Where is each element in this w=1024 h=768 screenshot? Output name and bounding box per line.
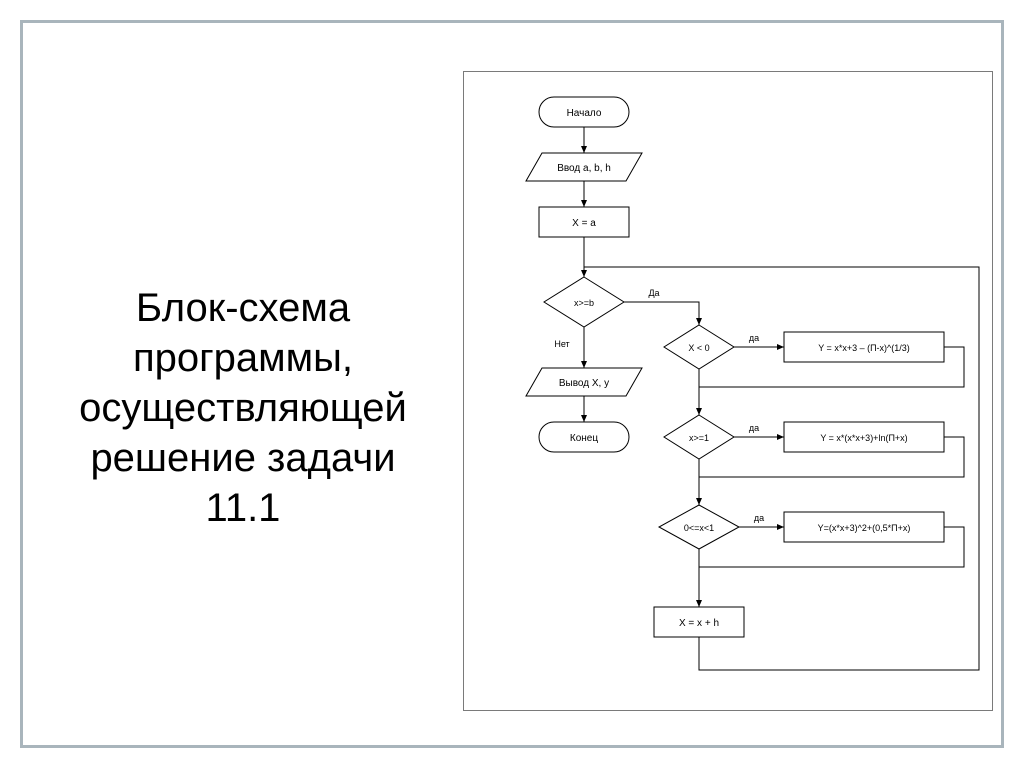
flowchart-frame: Начало Ввод a, b, h X = a x>=b Да Нет [463,71,993,711]
svg-text:X = a: X = a [572,218,596,229]
node-proc-y2: Y = x*(x*x+3)+ln(П+x) [784,422,944,452]
node-output: Вывод X, y [526,368,642,396]
svg-text:да: да [754,513,764,523]
node-proc-y3: Y=(x*x+3)^2+(0,5*П+x) [784,512,944,542]
node-proc-xh: X = x + h [654,607,744,637]
edges [584,127,979,670]
svg-text:Начало: Начало [567,108,602,119]
node-end: Конец [539,422,629,452]
svg-text:X = x + h: X = x + h [679,618,719,629]
svg-text:да: да [749,333,759,343]
svg-text:X < 0: X < 0 [688,343,709,353]
svg-text:Y=(x*x+3)^2+(0,5*П+x): Y=(x*x+3)^2+(0,5*П+x) [818,523,911,533]
svg-text:x>=1: x>=1 [689,433,709,443]
node-cond-xb: x>=b Да Нет [544,277,660,349]
svg-text:Y = x*x+3 – (П-x)^(1/3): Y = x*x+3 – (П-x)^(1/3) [818,343,910,353]
svg-text:Нет: Нет [554,339,569,349]
svg-text:да: да [749,423,759,433]
svg-text:x>=b: x>=b [574,298,594,308]
node-input: Ввод a, b, h [526,153,642,181]
slide-title: Блок-схема программы, осуществляющей реш… [73,283,413,533]
svg-text:Вывод X, y: Вывод X, y [559,378,609,389]
node-assign-xa: X = a [539,207,629,237]
slide-frame: Блок-схема программы, осуществляющей реш… [20,20,1004,748]
node-start: Начало [539,97,629,127]
flowchart-svg: Начало Ввод a, b, h X = a x>=b Да Нет [464,72,994,712]
node-proc-y1: Y = x*x+3 – (П-x)^(1/3) [784,332,944,362]
svg-text:Ввод a, b, h: Ввод a, b, h [557,163,611,174]
svg-text:Да: Да [648,288,659,298]
svg-text:0<=x<1: 0<=x<1 [684,523,714,533]
svg-text:Y = x*(x*x+3)+ln(П+x): Y = x*(x*x+3)+ln(П+x) [820,433,907,443]
svg-text:Конец: Конец [570,433,598,444]
